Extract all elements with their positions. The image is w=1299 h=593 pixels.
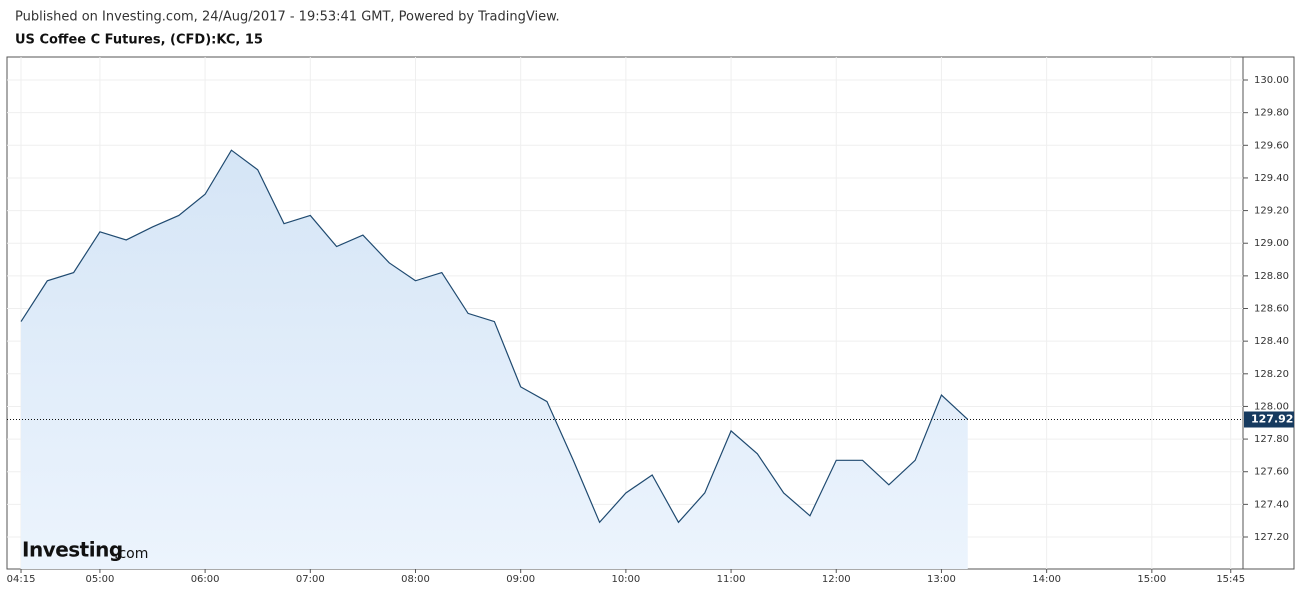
y-tick-label: 129.80 — [1254, 108, 1289, 119]
y-tick-label: 127.20 — [1254, 532, 1289, 543]
x-tick-label: 12:00 — [822, 574, 851, 585]
y-tick-label: 129.00 — [1254, 238, 1289, 249]
y-tick-label: 127.80 — [1254, 434, 1289, 445]
chart-title: US Coffee C Futures, (CFD):KC, 15 — [15, 33, 263, 48]
y-tick-label: 128.60 — [1254, 304, 1289, 315]
x-tick-label: 10:00 — [611, 574, 640, 585]
y-tick-label: 128.80 — [1254, 271, 1289, 282]
x-tick-label: 13:00 — [927, 574, 956, 585]
logo-main: Investing — [22, 538, 123, 562]
plot-layer: 04:15 05:00 06:00 07:00 08:00 09:00 10:00 11:00… — [7, 57, 1294, 585]
area-fill — [21, 150, 968, 570]
x-tick-label: 11:00 — [717, 574, 746, 585]
y-tick-label: 128.00 — [1254, 401, 1289, 412]
x-tick-label: 05:00 — [86, 574, 115, 585]
y-tick-label: 129.60 — [1254, 140, 1289, 151]
y-tick-label: 129.40 — [1254, 173, 1289, 184]
logo-suffix: .com — [114, 546, 148, 562]
price-line — [20, 149, 969, 524]
x-tick-label: 08:00 — [401, 574, 430, 585]
x-tick-label: 15:45 — [1216, 574, 1245, 585]
y-tick-label: 128.40 — [1254, 336, 1289, 347]
y-tick-label: 127.60 — [1254, 467, 1289, 478]
last-price-box — [1244, 411, 1294, 428]
x-tick-label: 07:00 — [296, 574, 325, 585]
x-tick-label: 04:15 — [7, 574, 36, 585]
published-note: Published on Investing.com, 24/Aug/2017 … — [15, 10, 560, 25]
y-tick-label: 130.00 — [1254, 75, 1289, 86]
x-tick-label: 15:00 — [1137, 574, 1166, 585]
y-tick-label: 129.20 — [1254, 206, 1289, 217]
x-tick-label: 14:00 — [1032, 574, 1061, 585]
y-tick-label: 128.20 — [1254, 369, 1289, 380]
x-tick-label: 06:00 — [191, 574, 220, 585]
x-tick-label: 09:00 — [506, 574, 535, 585]
y-tick-label: 127.40 — [1254, 499, 1289, 510]
last-price-label: 127.92 — [1251, 412, 1293, 425]
